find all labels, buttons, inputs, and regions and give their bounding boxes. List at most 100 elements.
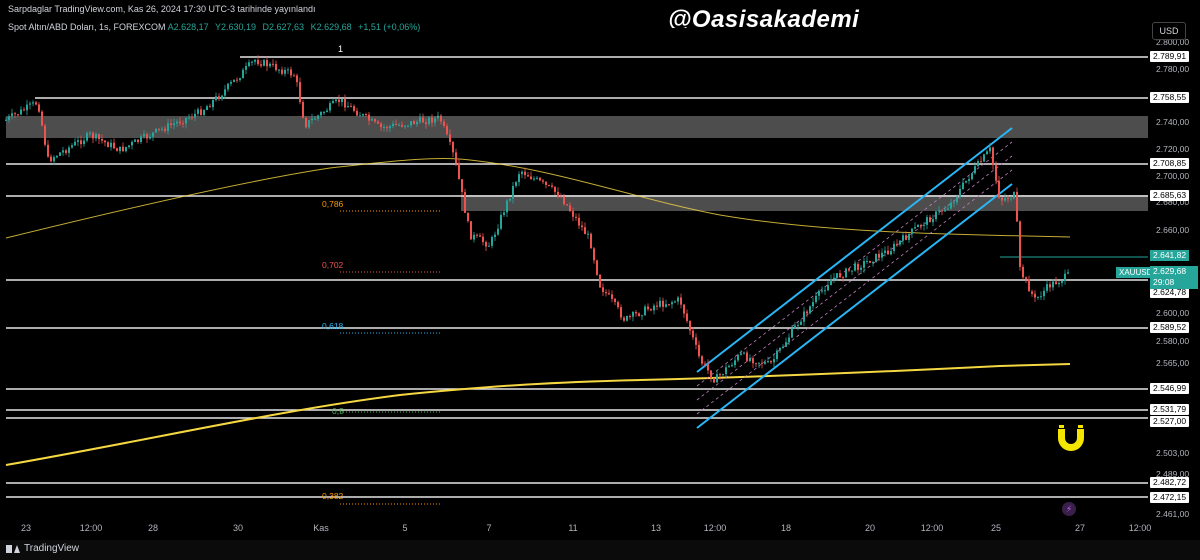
candle-body bbox=[881, 252, 883, 258]
time-tick: 11 bbox=[568, 523, 578, 533]
candle-body bbox=[272, 63, 274, 65]
price-tick: 2.503,00 bbox=[1156, 448, 1190, 458]
candle-body bbox=[818, 290, 820, 296]
magnet-icon bbox=[1058, 424, 1084, 451]
currency-selector[interactable]: USD bbox=[1152, 22, 1186, 40]
candle-body bbox=[740, 353, 742, 355]
candle-body bbox=[713, 378, 715, 383]
candle-body bbox=[1028, 279, 1030, 292]
candle-body bbox=[230, 82, 232, 84]
candle-body bbox=[584, 227, 586, 235]
time-tick: 12:00 bbox=[703, 523, 727, 533]
candle-body bbox=[530, 176, 532, 180]
candle-body bbox=[386, 127, 388, 129]
candle-body bbox=[35, 102, 37, 105]
candle-body bbox=[632, 312, 634, 317]
candle-body bbox=[62, 150, 64, 153]
candle-body bbox=[965, 180, 967, 183]
candle-body bbox=[461, 179, 463, 193]
lightning-icon[interactable]: ⚡ bbox=[1062, 502, 1076, 516]
candle-body bbox=[857, 263, 859, 270]
candle-body bbox=[866, 260, 868, 262]
candle-body bbox=[437, 115, 439, 119]
price-axis[interactable]: 2.800,00 2.780,00 2.740,00 2.720,00 2.70… bbox=[1148, 0, 1200, 540]
candle-body bbox=[194, 113, 196, 118]
candle-body bbox=[284, 69, 286, 74]
bottom-bar bbox=[0, 540, 1200, 560]
candle-body bbox=[185, 117, 187, 124]
candle-body bbox=[359, 115, 361, 117]
candle-body bbox=[707, 364, 709, 371]
candle-body bbox=[266, 60, 268, 67]
candle-body bbox=[551, 185, 553, 187]
candle-body bbox=[104, 140, 106, 143]
candle-body bbox=[5, 119, 7, 121]
candle-body bbox=[770, 361, 772, 363]
candle-body bbox=[89, 132, 91, 134]
level-tag: 2.527,00 bbox=[1150, 416, 1190, 427]
candle-body bbox=[74, 141, 76, 146]
candle-body bbox=[710, 370, 712, 379]
candle-body bbox=[1004, 198, 1006, 201]
candle-body bbox=[524, 171, 526, 176]
candle-body bbox=[263, 60, 265, 66]
candle-body bbox=[842, 277, 844, 279]
candle-body bbox=[1001, 197, 1003, 201]
candle-body bbox=[47, 144, 49, 157]
candle-body bbox=[725, 367, 727, 375]
candle-body bbox=[992, 147, 994, 166]
candle-body bbox=[329, 103, 331, 111]
candle-body bbox=[902, 235, 904, 241]
candle-body bbox=[1019, 221, 1021, 267]
candle-body bbox=[413, 121, 415, 125]
candle-body bbox=[56, 155, 58, 158]
candle-body bbox=[26, 104, 28, 111]
publish-info: Sarpdaglar TradingView.com, Kas 26, 2024… bbox=[8, 4, 316, 14]
candle-body bbox=[812, 302, 814, 307]
candle-body bbox=[776, 350, 778, 360]
candle-body bbox=[983, 154, 985, 162]
candle-body bbox=[836, 273, 838, 278]
fib-0702-label: 0,702 bbox=[322, 260, 344, 270]
price-tick: 2.780,00 bbox=[1156, 64, 1190, 74]
candle-body bbox=[869, 260, 871, 263]
candle-body bbox=[518, 174, 520, 183]
candle-body bbox=[815, 295, 817, 303]
symbol-description: Spot Altın/ABD Doları, 1s, FOREXCOM bbox=[8, 22, 166, 32]
price-tick: 2.660,00 bbox=[1156, 225, 1190, 235]
candle-body bbox=[434, 118, 436, 123]
candle-body bbox=[947, 208, 949, 210]
price-tick: 2.565,00 bbox=[1156, 358, 1190, 368]
candle-body bbox=[953, 202, 955, 204]
level-tag: 2.624,78 bbox=[1150, 287, 1190, 298]
candle-body bbox=[986, 151, 988, 155]
candle-body bbox=[752, 358, 754, 364]
candle-body bbox=[17, 114, 19, 116]
candle-body bbox=[242, 69, 244, 79]
candle-body bbox=[167, 123, 169, 131]
price-chart[interactable] bbox=[0, 0, 1148, 540]
candle-body bbox=[671, 302, 673, 305]
time-tick: 12:00 bbox=[79, 523, 103, 533]
candle-body bbox=[644, 306, 646, 316]
candle-body bbox=[470, 221, 472, 240]
candle-body bbox=[839, 273, 841, 278]
fib-05-label: 0,5 bbox=[332, 406, 344, 416]
channel-lower-line bbox=[696, 183, 1013, 429]
candle-body bbox=[83, 140, 85, 145]
candle-body bbox=[968, 179, 970, 181]
candle-body bbox=[137, 139, 139, 142]
current-price-tag: 2.629,68 29:08 bbox=[1150, 266, 1198, 289]
candle-body bbox=[890, 251, 892, 255]
level-tag: 2.589,52 bbox=[1150, 322, 1190, 333]
candle-body bbox=[1040, 296, 1042, 298]
candle-body bbox=[410, 121, 412, 126]
candle-body bbox=[8, 116, 10, 120]
candle-body bbox=[500, 214, 502, 229]
tradingview-logo[interactable]: TradingView bbox=[6, 543, 79, 554]
level-tag: 2.482,72 bbox=[1150, 477, 1190, 488]
candle-body bbox=[587, 233, 589, 235]
candle-body bbox=[860, 267, 862, 270]
symbol-legend[interactable]: Spot Altın/ABD Doları, 1s, FOREXCOM A2.6… bbox=[8, 22, 424, 32]
candle-body bbox=[488, 245, 490, 247]
